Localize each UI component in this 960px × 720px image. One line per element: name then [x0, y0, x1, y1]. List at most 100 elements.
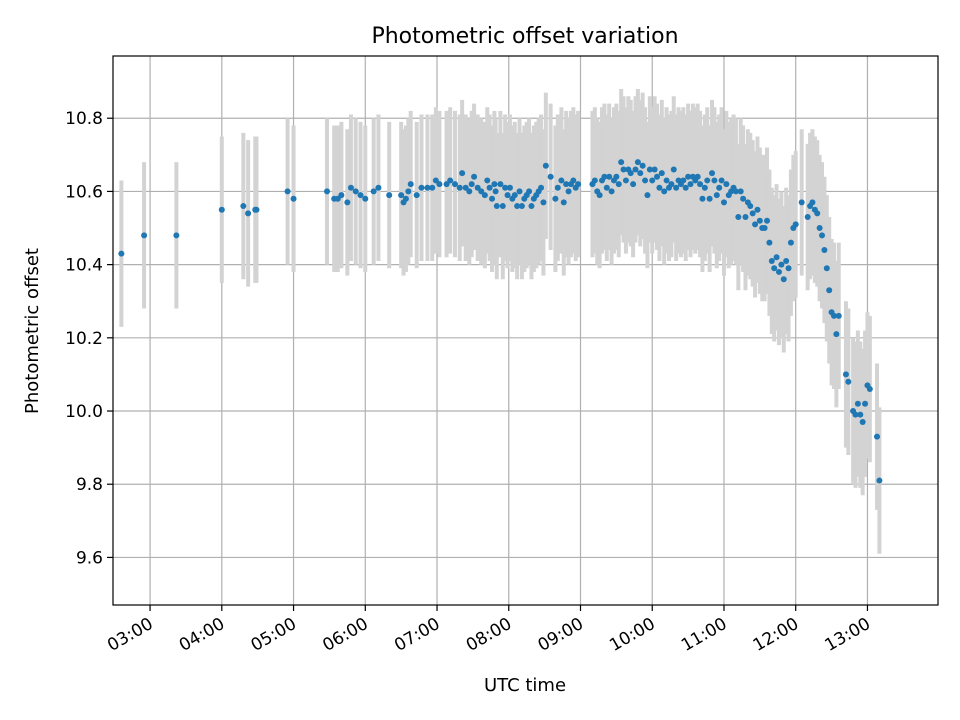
data-point	[809, 199, 816, 206]
data-point	[821, 246, 828, 253]
data-point	[716, 184, 723, 191]
data-point	[447, 177, 454, 184]
data-point	[478, 188, 485, 195]
data-point	[826, 287, 833, 294]
data-point	[756, 217, 763, 224]
data-point	[701, 184, 708, 191]
data-point	[876, 477, 883, 484]
data-point	[418, 184, 425, 191]
data-point	[352, 188, 359, 195]
data-point	[518, 203, 525, 210]
data-point	[456, 184, 463, 191]
data-point	[499, 203, 506, 210]
data-point	[504, 192, 511, 199]
data-point	[334, 195, 341, 202]
data-point	[514, 203, 521, 210]
data-point	[284, 188, 291, 195]
data-point	[749, 210, 756, 217]
data-point	[780, 276, 787, 283]
data-point	[413, 192, 420, 199]
data-point	[486, 184, 493, 191]
data-point	[752, 221, 759, 228]
data-point	[402, 195, 409, 202]
data-point	[253, 206, 260, 213]
data-point	[362, 195, 369, 202]
data-point	[747, 203, 754, 210]
data-point	[787, 239, 794, 246]
data-point	[558, 177, 565, 184]
data-point	[492, 188, 499, 195]
data-point	[627, 170, 634, 177]
data-point	[563, 181, 570, 188]
data-point	[685, 173, 692, 180]
data-point	[497, 181, 504, 188]
data-point	[538, 184, 545, 191]
data-point	[468, 181, 475, 188]
data-point	[704, 177, 711, 184]
data-point	[816, 225, 823, 232]
data-point	[642, 177, 649, 184]
data-point	[528, 203, 535, 210]
data-point	[375, 184, 382, 191]
data-point	[398, 192, 405, 199]
data-point	[830, 312, 837, 319]
x-axis-label: UTC time	[484, 675, 566, 696]
data-point	[874, 433, 881, 440]
data-point	[783, 257, 790, 264]
data-point	[516, 188, 523, 195]
data-point	[484, 177, 491, 184]
data-point	[709, 170, 716, 177]
data-point	[443, 181, 450, 188]
data-point	[639, 162, 646, 169]
data-point	[819, 232, 826, 239]
data-point	[603, 184, 610, 191]
data-point	[646, 166, 653, 173]
data-point	[644, 192, 651, 199]
data-point	[785, 265, 792, 272]
data-point	[511, 192, 518, 199]
data-point	[713, 192, 720, 199]
data-point	[768, 257, 775, 264]
data-point	[766, 239, 773, 246]
data-point	[857, 411, 864, 418]
data-point	[720, 199, 727, 206]
data-point	[459, 170, 466, 177]
data-point	[547, 173, 554, 180]
y-tick-label: 10.4	[65, 256, 103, 276]
data-point	[718, 177, 725, 184]
data-point	[338, 192, 345, 199]
data-point	[344, 199, 351, 206]
data-point	[432, 177, 439, 184]
point-layer	[118, 159, 883, 484]
data-point	[680, 177, 687, 184]
chart-title: Photometric offset variation	[371, 24, 678, 49]
data-point	[357, 192, 364, 199]
data-point	[761, 225, 768, 232]
data-point	[634, 159, 641, 166]
data-point	[481, 192, 488, 199]
data-point	[451, 181, 458, 188]
data-point	[601, 173, 608, 180]
data-point	[742, 214, 749, 221]
data-point	[386, 192, 393, 199]
data-point	[862, 400, 869, 407]
data-point	[575, 181, 582, 188]
data-point	[506, 184, 513, 191]
data-point	[493, 203, 500, 210]
data-point	[814, 210, 821, 217]
data-point	[845, 378, 852, 385]
y-tick-label: 9.6	[76, 548, 103, 568]
plot-frame	[112, 55, 939, 606]
y-tick-label: 10.6	[65, 182, 103, 202]
data-point	[804, 214, 811, 221]
data-point	[347, 184, 354, 191]
data-point	[565, 188, 572, 195]
data-point	[682, 184, 689, 191]
data-point	[852, 411, 859, 418]
data-point	[773, 254, 780, 261]
data-point	[613, 173, 620, 180]
data-point	[118, 250, 125, 257]
data-point	[141, 232, 148, 239]
